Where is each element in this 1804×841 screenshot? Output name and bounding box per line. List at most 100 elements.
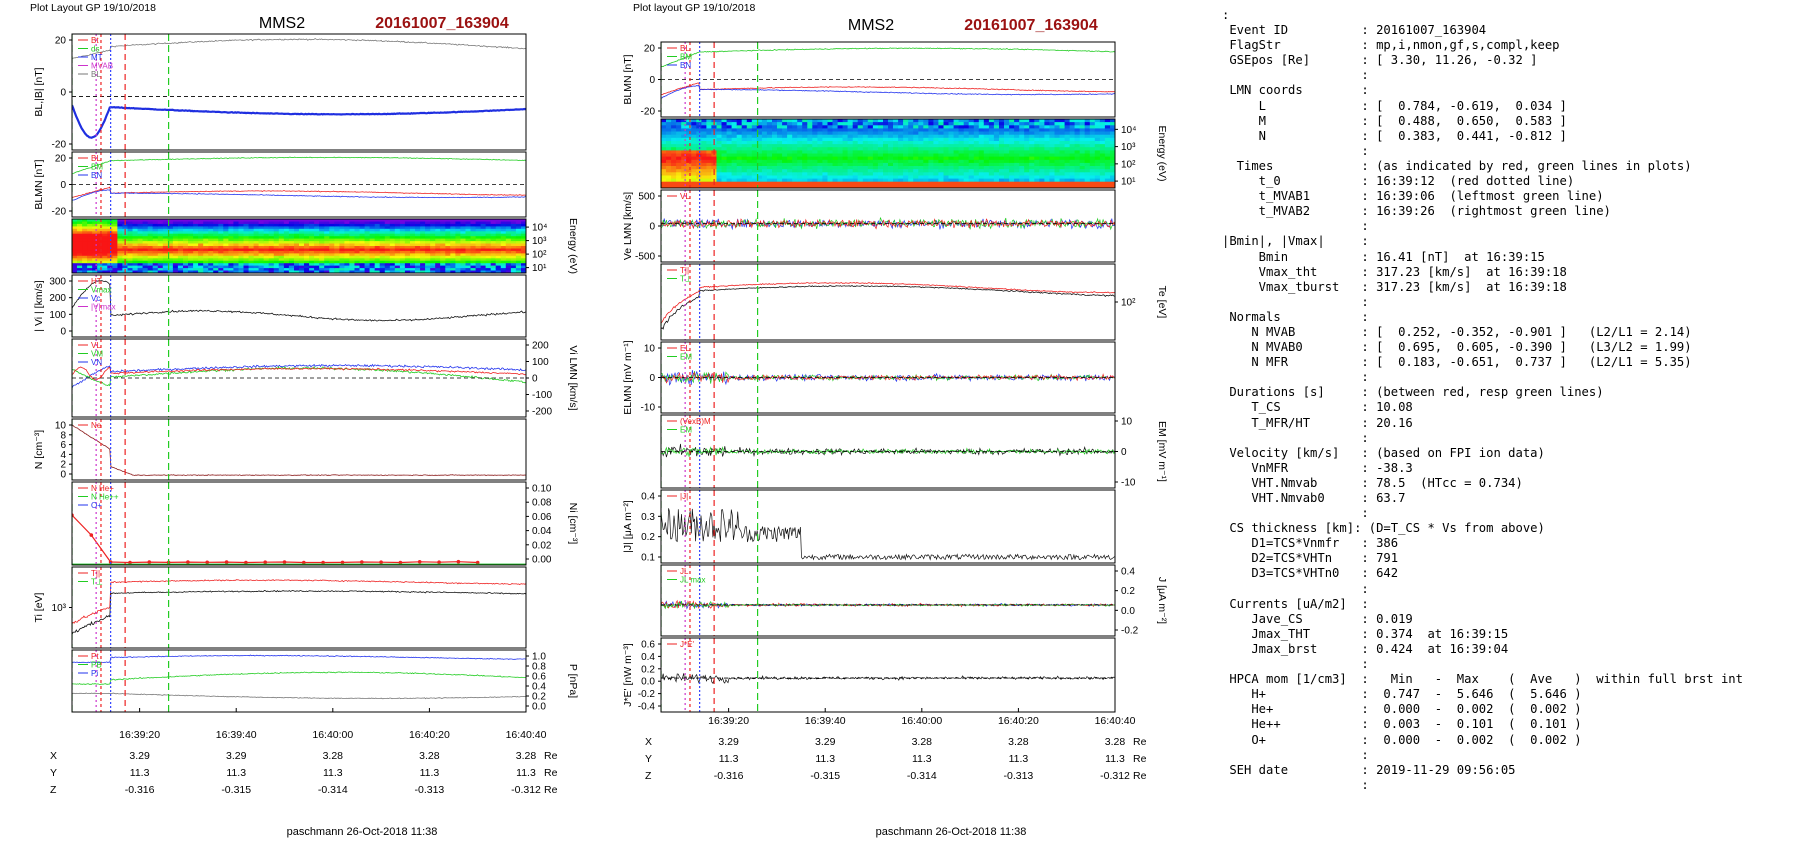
layout-label: Plot Layout GP 19/10/2018 <box>30 2 156 14</box>
ephemeris-value: 11.3 <box>1009 753 1029 765</box>
plot-area-p <box>72 650 526 712</box>
ephemeris-value: -0.314 <box>907 770 937 782</box>
data-point <box>244 560 248 565</box>
legend-label: BL <box>680 44 690 53</box>
series-line <box>72 514 478 564</box>
y-tick-label: 10⁴ <box>1121 125 1136 136</box>
panel-0-strip-ti: 10³ Ti [eV] T||T⊥ <box>33 566 527 649</box>
ephemeris-value: -0.315 <box>810 770 840 782</box>
strip-frame <box>71 481 527 566</box>
plot-area-bl <box>72 34 526 150</box>
legend-label: BL <box>91 70 101 79</box>
y-tick-label: 10³ <box>532 236 547 247</box>
legend-label: PB <box>91 661 102 670</box>
series-line-1 <box>72 589 526 635</box>
plot-area-n <box>72 419 526 480</box>
y-tick-label: -0.2 <box>1121 626 1139 637</box>
legend-label: T|| <box>91 569 100 578</box>
y-tick-label: 0 <box>60 327 66 338</box>
legend-label: Vc <box>91 294 100 303</box>
data-point <box>398 560 403 565</box>
ephemeris-unit: Re <box>544 784 558 796</box>
y-axis-label: Vi LMN [km/s] <box>567 345 579 410</box>
legend-label: O+ <box>91 501 102 510</box>
ephemeris-value: 3.28 <box>323 750 344 762</box>
y-tick-label: 0.2 <box>532 692 546 703</box>
y-tick-label: 0.8 <box>532 662 546 673</box>
event-parameter-table: : Event ID : 20161007_163904 FlagStr : m… <box>1222 8 1743 792</box>
plot-area-blmn <box>72 152 526 217</box>
x-tick-label: 16:40:40 <box>506 729 547 741</box>
y-tick-label: 0.2 <box>1121 586 1135 597</box>
legend-label: JL <box>680 567 689 576</box>
y-tick-label: 0 <box>649 75 655 86</box>
ephemeris-value: -0.312 <box>1100 770 1130 782</box>
spacecraft-title: MMS2 <box>259 15 305 32</box>
panel-1-strip-em: 10 0 -10 EM [mV m⁻¹] (VexB)MEM <box>660 414 1168 489</box>
strip-frame <box>660 263 1116 341</box>
strip-frame <box>71 33 527 151</box>
plot-area-elmn <box>661 342 1115 413</box>
y-tick-label: 300 <box>49 277 66 288</box>
footer-credit: paschmann 26-Oct-2018 11:38 <box>287 826 438 838</box>
y-tick-label: -0.2 <box>638 689 656 700</box>
series-line-1 <box>661 284 1115 330</box>
series-line-1 <box>661 217 1115 231</box>
legend-label: T⊥ <box>91 578 103 587</box>
ephemeris-coord: Y <box>50 767 57 779</box>
strip-frame <box>660 637 1116 713</box>
ephemeris-unit: Re <box>1133 753 1147 765</box>
y-tick-label: -0.4 <box>638 702 656 713</box>
legend-label: Vmax <box>91 286 111 295</box>
x-tick-label: 16:39:20 <box>708 715 749 727</box>
legend-label: MVAB <box>91 62 113 71</box>
ephemeris-value: -0.314 <box>318 784 348 796</box>
data-point <box>89 533 94 537</box>
legend-label: T⊥ <box>680 275 692 284</box>
y-tick-label: 10¹ <box>532 263 547 274</box>
series-line-1 <box>72 365 526 387</box>
figure-panel-1: Plot layout GP 19/10/2018 MMS2 20161007_16… <box>633 2 1147 838</box>
y-tick-label: 0.2 <box>641 664 655 675</box>
y-axis-label: BLMN [nT] <box>622 54 634 104</box>
plot-area-em <box>661 415 1115 488</box>
data-point <box>302 560 306 565</box>
y-axis-label: P [nPa] <box>567 664 579 698</box>
legend-label: |J| <box>680 492 688 501</box>
series-line-1 <box>72 104 526 139</box>
ephemeris-value: 3.29 <box>129 750 150 762</box>
data-point <box>128 560 132 565</box>
y-axis-label: Energy (eV) <box>567 218 579 274</box>
data-point <box>417 560 422 564</box>
y-tick-label: 500 <box>638 192 655 203</box>
y-axis-label: J [μA m⁻²] <box>1156 577 1168 624</box>
y-tick-label: 0.4 <box>641 652 655 663</box>
series-line-0 <box>72 424 526 477</box>
ephemeris-unit: Re <box>1133 770 1147 782</box>
y-axis-label: Energy (eV) <box>1156 125 1168 181</box>
y-tick-label: 8 <box>60 430 66 441</box>
ephemeris-value: 11.3 <box>420 767 440 779</box>
event-label: 20161007_163904 <box>375 15 509 32</box>
y-tick-label: 20 <box>55 154 67 165</box>
ephemeris-coord: Y <box>645 753 652 765</box>
data-point <box>147 560 152 564</box>
y-axis-label: Ti [eV] <box>33 592 45 622</box>
x-tick-label: 16:40:40 <box>1095 715 1136 727</box>
y-tick-label: 20 <box>55 36 67 47</box>
ephemeris-value: -0.315 <box>221 784 251 796</box>
x-tick-label: 16:39:40 <box>805 715 846 727</box>
ephemeris-value: 11.3 <box>719 753 739 765</box>
y-tick-label: 0.4 <box>641 492 655 503</box>
y-tick-label: -20 <box>52 140 67 151</box>
strip-frame <box>660 489 1116 564</box>
strip-frame <box>71 649 527 713</box>
x-tick-label: 16:40:20 <box>998 715 1039 727</box>
strip-frame <box>660 564 1116 637</box>
y-tick-label: 10² <box>532 250 547 261</box>
y-tick-label: 0 <box>649 373 655 384</box>
